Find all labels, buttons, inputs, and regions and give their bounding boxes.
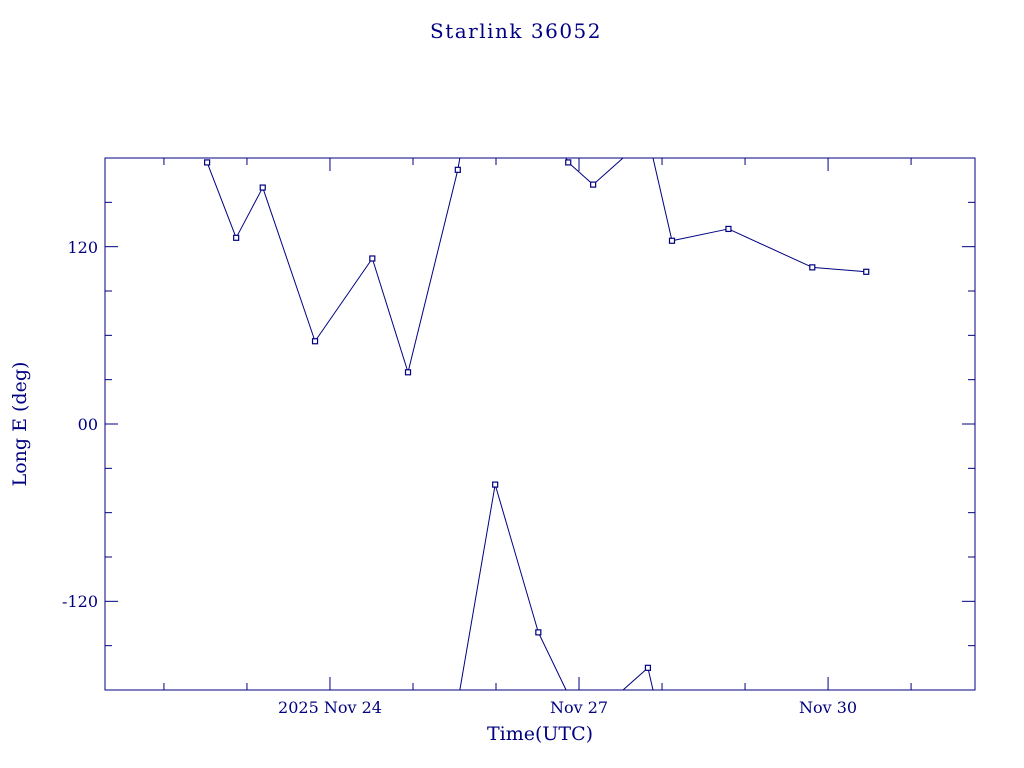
data-point-marker bbox=[404, 369, 412, 376]
data-point-marker bbox=[369, 255, 376, 262]
data-point-marker bbox=[311, 338, 319, 345]
data-point-marker bbox=[535, 629, 542, 636]
data-point-marker bbox=[454, 166, 461, 173]
data-point-marker bbox=[204, 159, 211, 166]
data-point-marker bbox=[809, 264, 816, 271]
longitude-series bbox=[204, 157, 870, 691]
data-point-marker bbox=[644, 664, 652, 671]
y-tick-label-00: 00 bbox=[78, 415, 98, 434]
data-point-marker bbox=[492, 481, 499, 488]
y-tick-label-neg120: -120 bbox=[62, 592, 98, 611]
axis-ticks bbox=[105, 158, 975, 690]
data-point-marker bbox=[590, 181, 597, 188]
chart-title: Starlink 36052 bbox=[430, 19, 602, 43]
data-point-marker bbox=[565, 159, 572, 166]
data-point-marker bbox=[233, 234, 240, 241]
x-tick-label-nov30: Nov 30 bbox=[799, 698, 857, 717]
data-point-marker bbox=[259, 184, 266, 191]
data-point-marker bbox=[863, 268, 870, 275]
x-axis-label: Time(UTC) bbox=[487, 723, 593, 745]
y-tick-label-120: 120 bbox=[67, 238, 98, 257]
x-tick-label-nov24: 2025 Nov 24 bbox=[278, 698, 382, 717]
x-tick-label-nov27: Nov 27 bbox=[550, 698, 608, 717]
data-point-marker bbox=[668, 237, 676, 244]
y-axis-label: Long E (deg) bbox=[9, 362, 31, 487]
data-point-marker bbox=[725, 225, 732, 233]
